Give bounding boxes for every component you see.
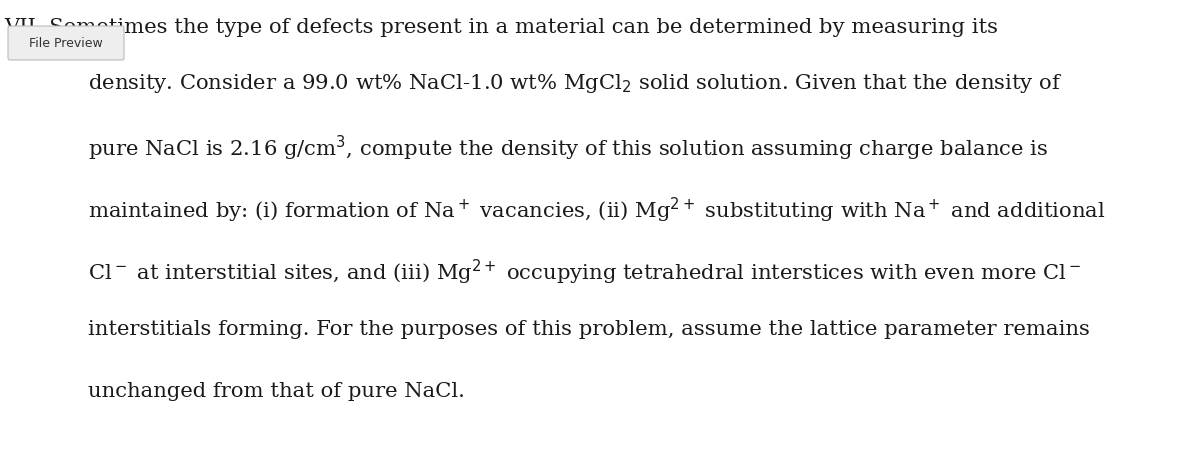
Text: maintained by: (i) formation of Na$^+$ vacancies, (ii) Mg$^{2+}$ substituting wi: maintained by: (i) formation of Na$^+$ v… [88, 196, 1105, 225]
Text: VII  Sometimes the type of defects present in a material can be determined by me: VII Sometimes the type of defects presen… [4, 18, 998, 37]
Text: unchanged from that of pure NaCl.: unchanged from that of pure NaCl. [88, 382, 464, 401]
Text: pure NaCl is 2.16 g/cm$^3$, compute the density of this solution assuming charge: pure NaCl is 2.16 g/cm$^3$, compute the … [88, 134, 1049, 163]
Text: interstitials forming. For the purposes of this problem, assume the lattice para: interstitials forming. For the purposes … [88, 320, 1090, 339]
Text: Cl$^-$ at interstitial sites, and (iii) Mg$^{2+}$ occupying tetrahedral intersti: Cl$^-$ at interstitial sites, and (iii) … [88, 258, 1081, 287]
Text: density. Consider a 99.0 wt% NaCl-1.0 wt% MgCl$_2$ solid solution. Given that th: density. Consider a 99.0 wt% NaCl-1.0 wt… [88, 72, 1062, 95]
FancyBboxPatch shape [8, 26, 124, 60]
Text: File Preview: File Preview [29, 36, 103, 49]
